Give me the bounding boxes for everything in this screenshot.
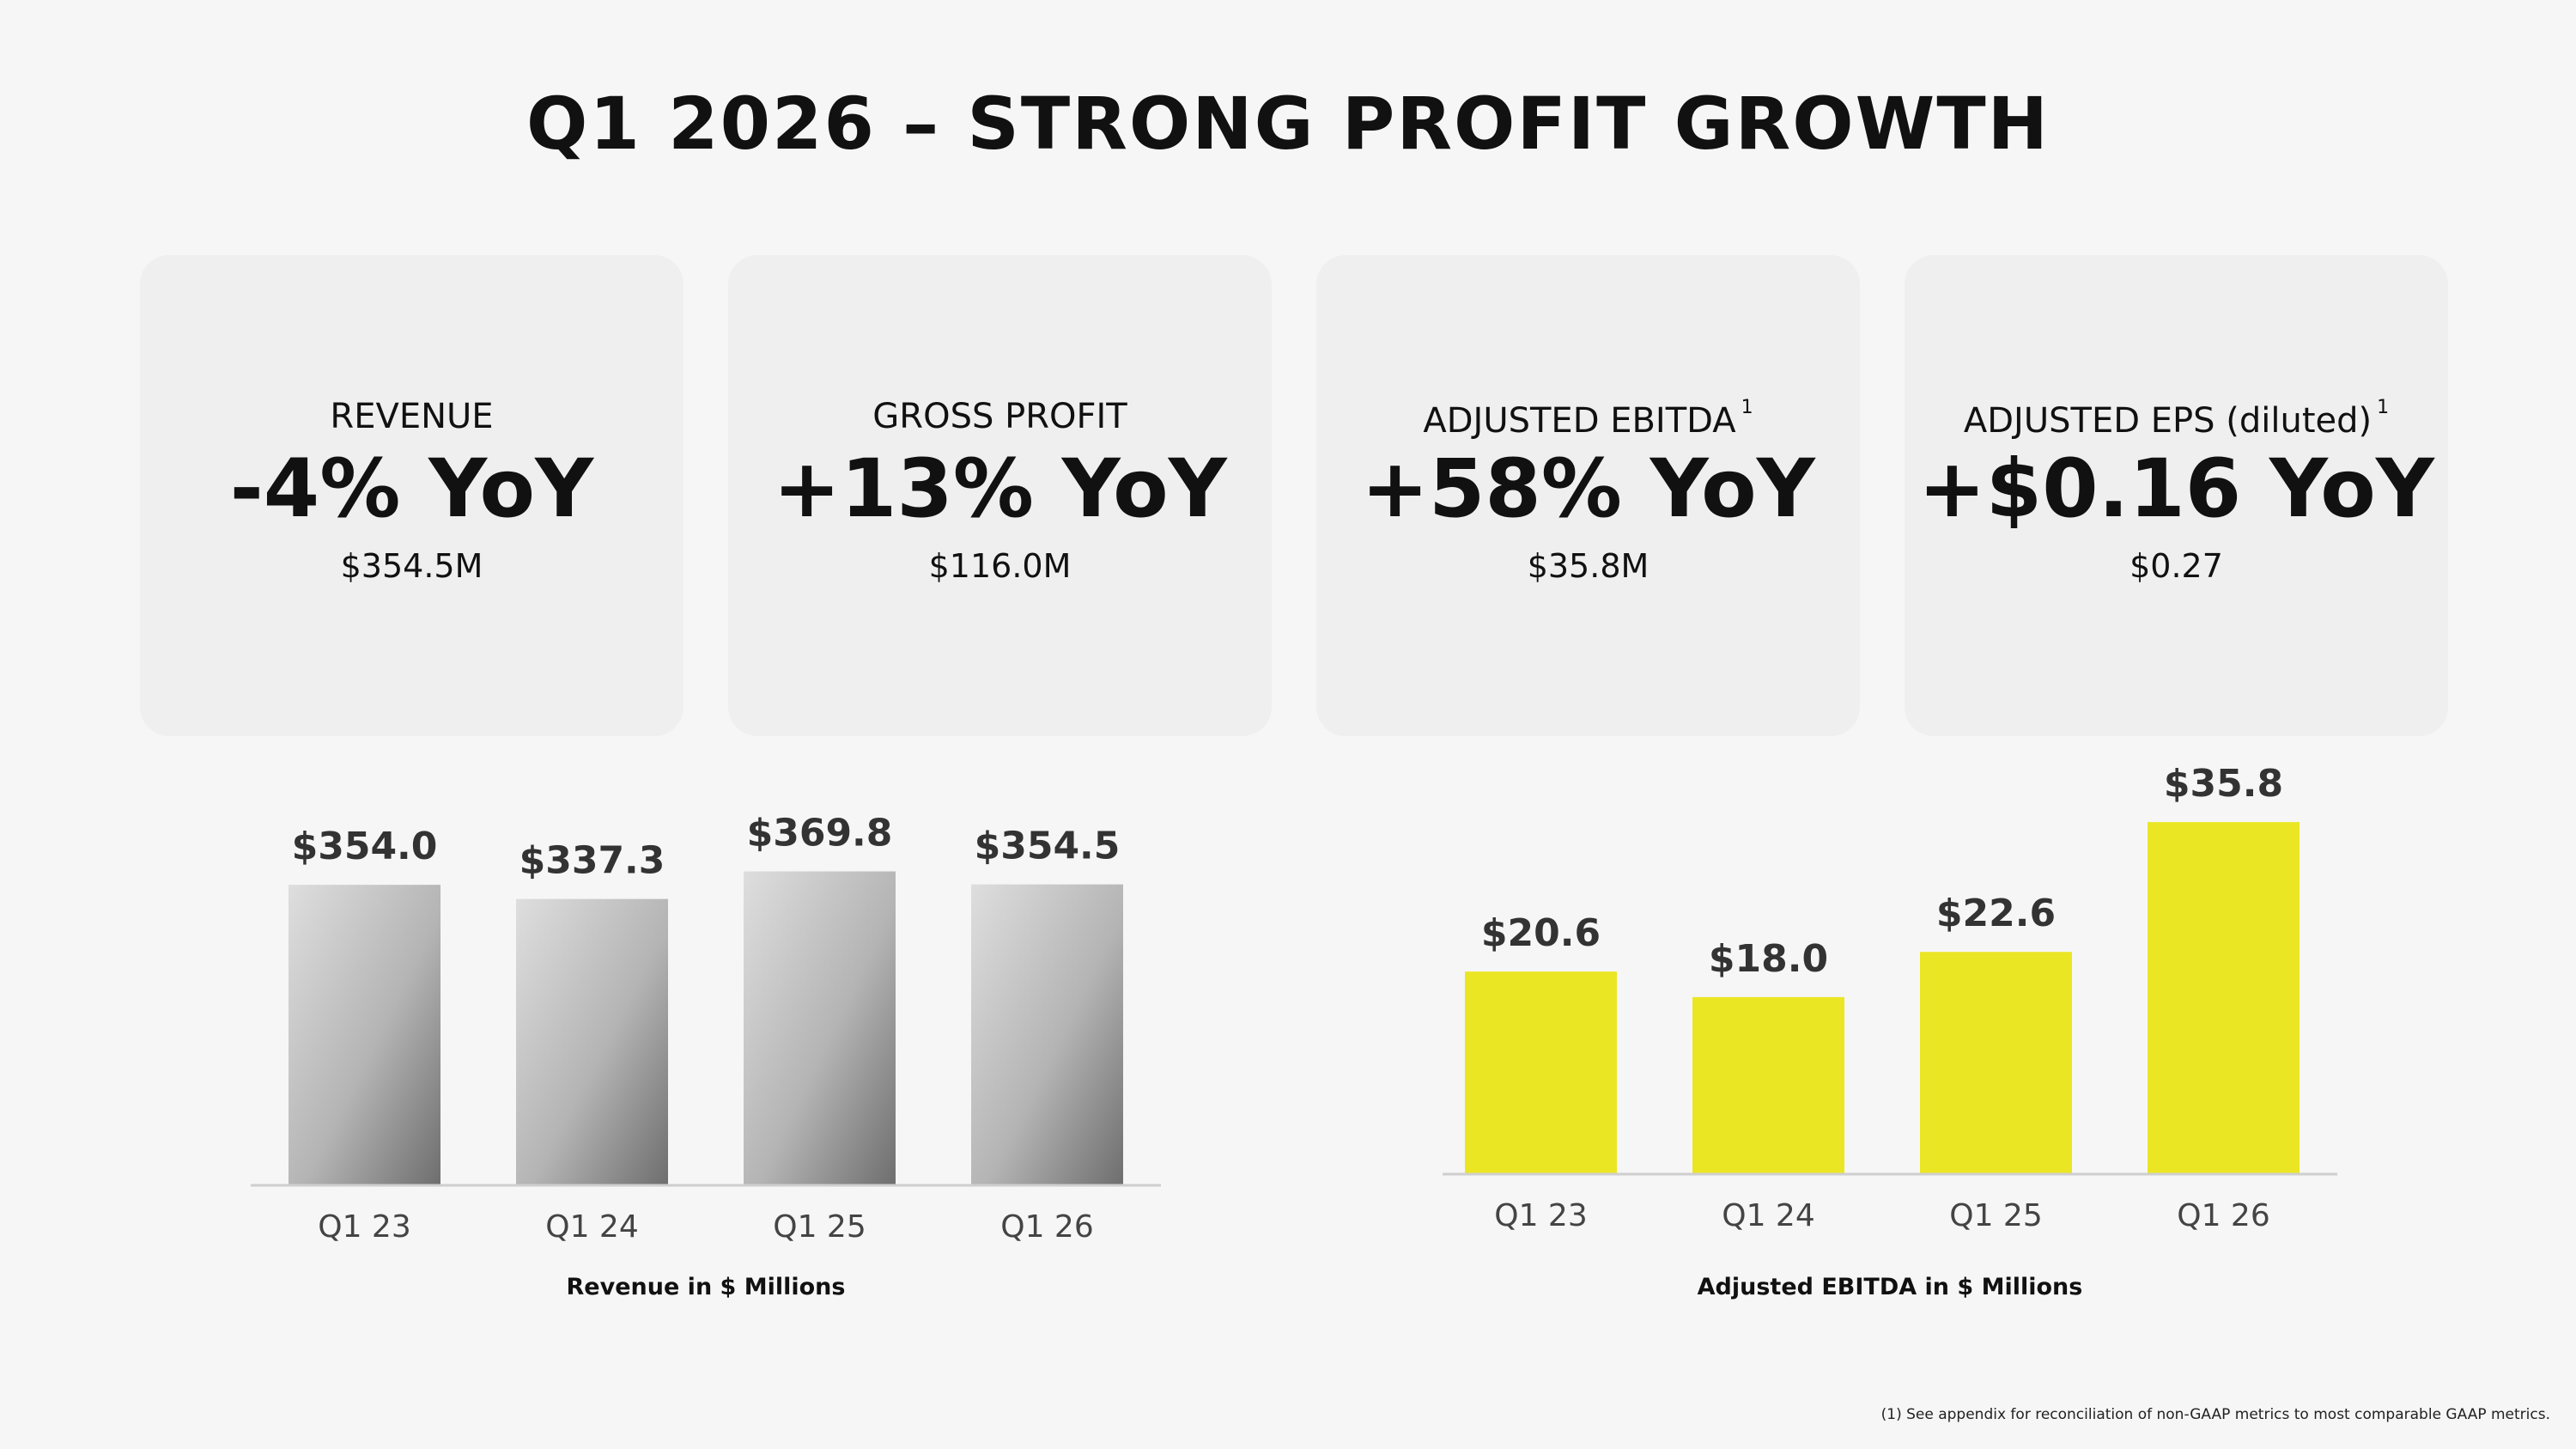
footnote-marker: 1 — [1741, 397, 1753, 418]
data-label: $18.0 — [1709, 937, 1828, 981]
kpi-card-adjusted-ebitda: ADJUSTED EBITDA 1 +58% YoY $35.8M — [1316, 255, 1860, 736]
kpi-label: REVENUE — [330, 397, 494, 436]
data-label: $20.6 — [1481, 911, 1601, 955]
tick-label: Q1 25 — [1949, 1198, 2043, 1233]
kpi-label: ADJUSTED EPS (diluted) 1 — [1963, 397, 2390, 441]
tick-label: Q1 24 — [1722, 1198, 1815, 1233]
bar-q1-23 — [289, 885, 440, 1185]
kpi-card-gross-profit: GROSS PROFIT +13% YoY $116.0M — [728, 255, 1272, 736]
data-label: $354.0 — [292, 825, 438, 868]
data-label: $337.3 — [519, 839, 665, 883]
kpi-value: $0.27 — [2129, 547, 2223, 585]
kpi-label: ADJUSTED EBITDA 1 — [1423, 397, 1753, 441]
bar-q1-25 — [744, 871, 896, 1185]
bar-q1-26 — [971, 884, 1123, 1185]
page-title: Q1 2026 – STRONG PROFIT GROWTH — [526, 82, 2050, 166]
kpi-card-revenue: REVENUE -4% YoY $354.5M — [140, 255, 683, 736]
data-label: $369.8 — [747, 812, 893, 855]
bar-q1-23 — [1465, 971, 1617, 1174]
tick-label: Q1 23 — [318, 1209, 411, 1245]
bar-q1-26 — [2148, 822, 2300, 1174]
tick-label: Q1 26 — [2177, 1198, 2270, 1233]
data-label: $22.6 — [1936, 892, 2056, 935]
footnote: (1) See appendix for reconciliation of n… — [1880, 1406, 2550, 1423]
bar-q1-25 — [1920, 952, 2072, 1174]
bar-q1-24 — [516, 898, 668, 1185]
kpi-value: $35.8M — [1527, 547, 1649, 585]
x-axis-title: Adjusted EBITDA in $ Millions — [1698, 1274, 2083, 1300]
kpi-value: $116.0M — [928, 547, 1072, 585]
x-axis-title: Revenue in $ Millions — [567, 1274, 846, 1300]
kpi-change: +$0.16 YoY — [1918, 442, 2434, 536]
data-label: $354.5 — [975, 825, 1121, 868]
tick-label: Q1 24 — [545, 1209, 639, 1245]
tick-label: Q1 26 — [1000, 1209, 1094, 1245]
revenue-chart: $354.0 Q1 23 $337.3 Q1 24 $369.8 Q1 25 $354.5 Q… — [251, 812, 1161, 1300]
tick-label: Q1 23 — [1494, 1198, 1588, 1233]
data-label: $35.8 — [2164, 762, 2283, 806]
kpi-card-adjusted-eps: ADJUSTED EPS (diluted) 1 +$0.16 YoY $0.27 — [1905, 255, 2448, 736]
kpi-change: +58% YoY — [1361, 442, 1815, 536]
kpi-label: GROSS PROFIT — [872, 397, 1127, 436]
tick-label: Q1 25 — [773, 1209, 866, 1245]
kpi-change: +13% YoY — [773, 442, 1227, 536]
ebitda-chart: $20.6 Q1 23 $18.0 Q1 24 $22.6 Q1 25 $35.8 Q1 26… — [1443, 762, 2337, 1300]
footnote-marker: 1 — [2377, 397, 2390, 418]
kpi-value: $354.5M — [340, 547, 483, 585]
kpi-change: -4% YoY — [229, 442, 594, 536]
bar-q1-24 — [1692, 996, 1844, 1174]
